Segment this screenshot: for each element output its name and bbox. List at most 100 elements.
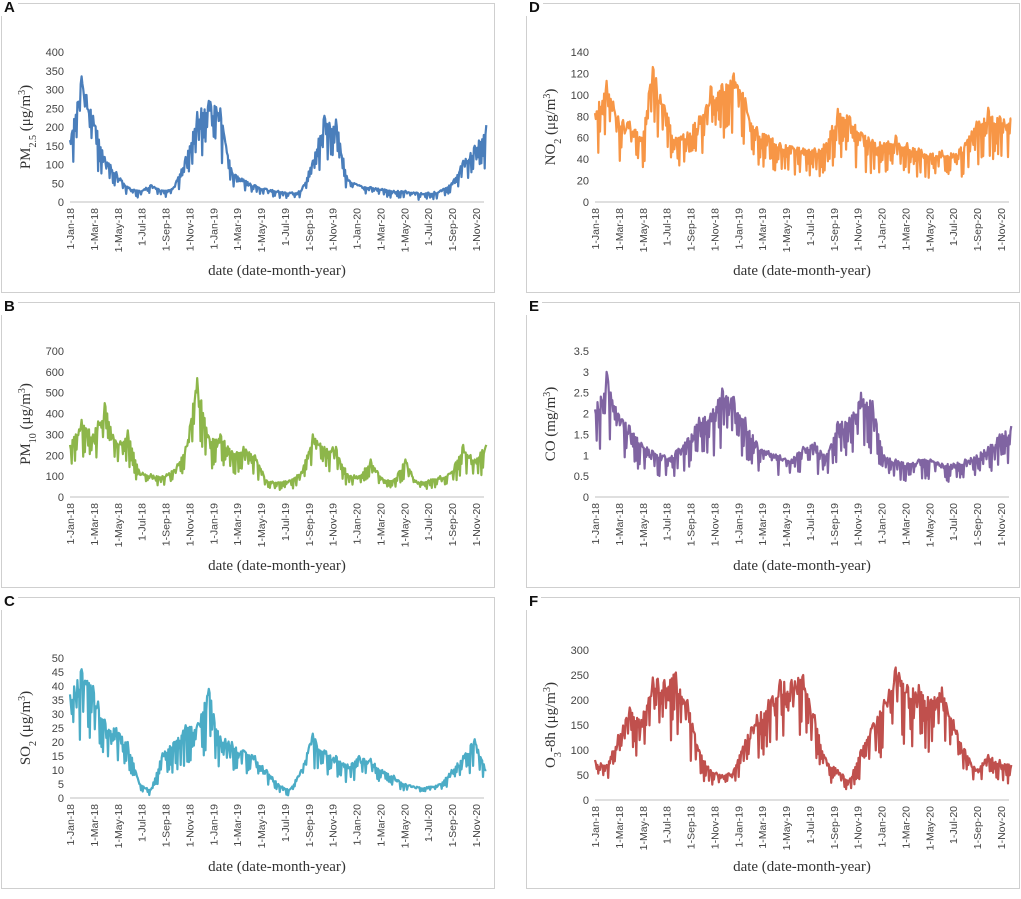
panel-label: F	[526, 593, 542, 610]
x-tick-label: 1-Nov-19	[328, 503, 340, 546]
x-tick-label: 1-Jul-18	[662, 503, 674, 541]
y-tick-label: 30	[52, 709, 64, 721]
y-axis-title: NO2 (μg/m3)	[542, 89, 564, 166]
x-tick-label: 1-Jul-18	[662, 208, 674, 246]
x-tick-label: 1-May-20	[924, 503, 936, 548]
x-tick-label: 1-Sep-18	[686, 208, 698, 251]
series-line	[68, 377, 488, 491]
x-tick-label: 1-Mar-20	[900, 208, 912, 251]
y-axis-title-part: NO	[543, 144, 559, 166]
y-tick-label: 250	[571, 670, 589, 682]
x-tick-label: 1-Mar-19	[232, 503, 244, 546]
x-tick-label: 1-May-19	[781, 806, 793, 851]
y-tick-label: 400	[46, 409, 64, 421]
panel-label: E	[526, 298, 543, 315]
x-tick-label: 1-Jul-19	[805, 503, 817, 541]
x-tick-label: 1-Jul-19	[280, 804, 292, 842]
x-tick-label: 1-Jul-18	[137, 804, 149, 842]
x-axis-title: date (date-month-year)	[733, 263, 871, 279]
x-tick-label: 1-Jul-19	[280, 503, 292, 541]
x-tick-label: 1-Jul-20	[948, 503, 960, 541]
x-tick-label: 1-Nov-20	[996, 503, 1008, 546]
x-tick-label: 1-Mar-20	[375, 804, 387, 847]
y-tick-label: 200	[46, 450, 64, 462]
x-tick-label: 1-Jul-19	[280, 208, 292, 246]
x-tick-label: 1-Mar-18	[614, 806, 626, 849]
y-axis-title-part: 3	[17, 696, 28, 701]
y-tick-label: 10	[52, 765, 64, 777]
series-line	[68, 668, 487, 797]
y-tick-label: 600	[46, 367, 64, 379]
x-tick-label: 1-Mar-20	[900, 503, 912, 546]
x-tick-label: 1-Sep-20	[447, 503, 459, 546]
y-tick-label: 45	[52, 667, 64, 679]
x-tick-label: 1-Nov-18	[184, 804, 196, 847]
x-tick-label: 1-Jan-19	[208, 503, 220, 545]
x-tick-label: 1-Mar-19	[757, 806, 769, 849]
y-tick-label: 15	[52, 751, 64, 763]
x-tick-label: 1-May-19	[781, 208, 793, 253]
y-tick-label: 50	[52, 653, 64, 665]
y-tick-label: 60	[577, 133, 589, 145]
x-tick-label: 1-Mar-18	[614, 208, 626, 251]
x-tick-label: 1-Sep-18	[161, 503, 173, 546]
x-tick-label: 1-May-20	[399, 804, 411, 849]
x-tick-label: 1-Sep-20	[447, 208, 459, 251]
y-axis-title-part: CO (mg/m	[543, 396, 559, 461]
panel-label: A	[1, 0, 18, 16]
panel-E: E 0 0.5 1 1.5 2 2.5 3 3.5 1-Jan-18 1-Mar-18 1-May-1…	[526, 298, 1020, 588]
x-tick-label: 1-Sep-19	[304, 804, 316, 847]
y-tick-label: 3.5	[574, 346, 589, 358]
x-tick-label: 1-Sep-18	[686, 503, 698, 546]
y-axis-title-part: 3	[553, 752, 564, 757]
y-tick-label: 2	[583, 409, 589, 421]
panel-label: B	[1, 298, 18, 315]
y-tick-label: 20	[577, 176, 589, 188]
y-axis-title: PM10 (μg/m3)	[17, 383, 39, 465]
series-line	[593, 65, 1012, 179]
x-tick-label: 1-Mar-19	[232, 208, 244, 251]
x-tick-label: 1-Mar-19	[757, 503, 769, 546]
y-tick-label: 700	[46, 346, 64, 358]
x-tick-label: 1-May-19	[256, 503, 268, 548]
y-tick-label: 0.5	[574, 471, 589, 483]
y-tick-label: 300	[46, 429, 64, 441]
x-tick-label: 1-Sep-20	[447, 804, 459, 847]
x-tick-label: 1-Jul-19	[805, 208, 817, 246]
y-tick-label: 20	[52, 737, 64, 749]
y-axis-title-part: PM	[18, 443, 34, 465]
x-tick-label: 1-Jan-18	[65, 208, 77, 250]
chart-svg: 0 20 40 60 80 100 120 140 1-Jan-18 1-Mar-18 1-May-…	[542, 47, 1012, 279]
x-tick-label: 1-May-18	[113, 804, 125, 849]
panel-F: F 0 50 100 150 200 250 300 1-Jan-18 1-Mar-18 1-May…	[526, 593, 1020, 889]
x-tick-label: 1-Jan-19	[733, 503, 745, 545]
x-tick-label: 1-Mar-19	[757, 208, 769, 251]
panel-label: D	[526, 0, 543, 16]
y-tick-label: 100	[46, 471, 64, 483]
y-axis-title-part: )	[18, 383, 34, 388]
x-tick-label: 1-Jan-20	[877, 208, 889, 250]
x-tick-label: 1-Nov-19	[328, 208, 340, 251]
x-tick-label: 1-Nov-18	[709, 806, 721, 849]
x-tick-label: 1-Sep-19	[304, 503, 316, 546]
x-tick-label: 1-Nov-19	[853, 806, 865, 849]
y-tick-label: 2.5	[574, 388, 589, 400]
x-tick-label: 1-Nov-20	[996, 806, 1008, 849]
series-line	[68, 75, 488, 201]
chart-svg: 0 50 100 150 200 250 300 1-Jan-18 1-Mar-18 1-May-…	[542, 645, 1013, 875]
y-axis-title-part: (μg/m	[543, 98, 559, 138]
y-tick-label: 3	[583, 367, 589, 379]
x-axis-title: date (date-month-year)	[208, 859, 346, 875]
x-tick-label: 1-Sep-20	[972, 208, 984, 251]
y-tick-label: 25	[52, 723, 64, 735]
y-tick-label: 350	[46, 66, 64, 78]
x-tick-label: 1-May-18	[113, 208, 125, 253]
x-tick-label: 1-May-18	[638, 503, 650, 548]
x-tick-label: 1-Nov-18	[184, 503, 196, 546]
y-tick-label: 40	[577, 154, 589, 166]
y-tick-label: 35	[52, 695, 64, 707]
x-tick-label: 1-Nov-19	[328, 804, 340, 847]
x-tick-label: 1-Jan-20	[352, 804, 364, 846]
series-line	[593, 370, 1013, 483]
x-tick-label: 1-Nov-20	[471, 208, 483, 251]
